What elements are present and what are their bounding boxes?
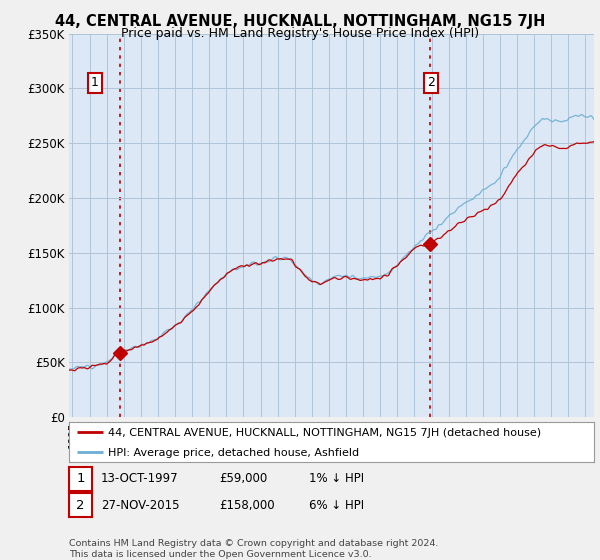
Text: 44, CENTRAL AVENUE, HUCKNALL, NOTTINGHAM, NG15 7JH (detached house): 44, CENTRAL AVENUE, HUCKNALL, NOTTINGHAM… — [109, 428, 542, 437]
Text: 1: 1 — [76, 472, 85, 486]
Text: 27-NOV-2015: 27-NOV-2015 — [101, 498, 179, 512]
Text: 1: 1 — [91, 76, 98, 90]
Text: 1% ↓ HPI: 1% ↓ HPI — [309, 472, 364, 486]
Text: £158,000: £158,000 — [219, 498, 275, 512]
Text: HPI: Average price, detached house, Ashfield: HPI: Average price, detached house, Ashf… — [109, 448, 359, 458]
Text: Contains HM Land Registry data © Crown copyright and database right 2024.
This d: Contains HM Land Registry data © Crown c… — [69, 539, 439, 559]
Text: 6% ↓ HPI: 6% ↓ HPI — [309, 498, 364, 512]
Text: 13-OCT-1997: 13-OCT-1997 — [101, 472, 178, 486]
Text: £59,000: £59,000 — [219, 472, 267, 486]
Text: Price paid vs. HM Land Registry's House Price Index (HPI): Price paid vs. HM Land Registry's House … — [121, 27, 479, 40]
Text: 44, CENTRAL AVENUE, HUCKNALL, NOTTINGHAM, NG15 7JH: 44, CENTRAL AVENUE, HUCKNALL, NOTTINGHAM… — [55, 14, 545, 29]
Text: 2: 2 — [76, 498, 85, 512]
Text: 2: 2 — [427, 76, 434, 90]
